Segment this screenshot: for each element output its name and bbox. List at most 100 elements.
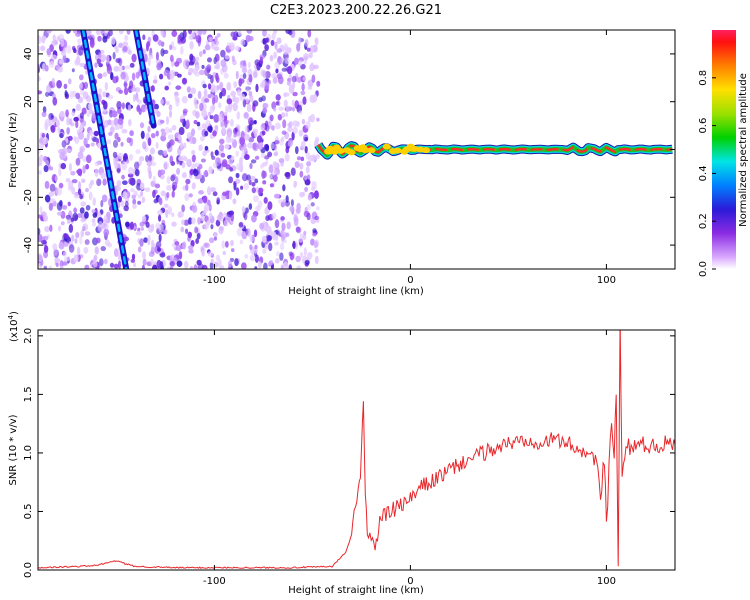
noise-speckle <box>167 81 172 86</box>
noise-speckle <box>171 181 178 191</box>
noise-speckle <box>311 74 316 83</box>
noise-speckle <box>106 138 112 145</box>
noise-speckle <box>195 111 200 119</box>
noise-speckle <box>57 126 61 134</box>
noise-speckle <box>314 249 319 254</box>
spectrogram-ytick-label: -20 <box>23 189 34 205</box>
noise-speckle <box>240 130 245 139</box>
noise-speckle <box>222 250 226 256</box>
noise-speckle <box>221 63 228 73</box>
noise-speckle <box>38 35 42 44</box>
noise-speckle <box>285 232 290 238</box>
noise-speckle <box>314 255 319 265</box>
noise-speckle <box>275 122 281 130</box>
noise-speckle <box>268 242 273 252</box>
noise-speckle <box>189 53 194 62</box>
noise-speckle <box>176 73 182 78</box>
carrier-blob <box>406 143 415 150</box>
noise-speckle <box>150 85 155 92</box>
noise-speckle <box>158 223 164 233</box>
noise-speckle <box>216 197 221 203</box>
noise-speckle <box>156 111 161 118</box>
noise-speckle <box>197 190 204 195</box>
noise-speckle <box>273 174 278 183</box>
noise-speckle <box>70 170 76 176</box>
noise-speckle <box>148 154 152 163</box>
noise-speckle <box>112 51 116 60</box>
noise-speckle <box>257 187 262 197</box>
noise-speckle <box>122 41 129 47</box>
noise-speckle <box>48 191 55 197</box>
noise-speckle <box>79 112 84 119</box>
noise-speckle <box>100 245 107 252</box>
noise-speckle <box>262 107 268 114</box>
noise-speckle <box>63 83 68 90</box>
noise-speckle <box>249 244 253 250</box>
noise-speckle <box>235 187 240 196</box>
noise-speckle <box>223 72 229 79</box>
noise-speckle <box>147 57 151 67</box>
noise-speckle <box>197 216 201 225</box>
noise-speckle <box>122 45 128 53</box>
noise-speckle <box>265 124 270 132</box>
noise-speckle <box>168 104 173 111</box>
noise-speckle <box>208 237 215 244</box>
noise-speckle <box>224 119 228 128</box>
noise-speckle <box>112 76 118 84</box>
noise-speckle <box>90 142 95 147</box>
noise-speckle <box>181 96 188 104</box>
noise-speckle <box>210 224 214 230</box>
noise-speckle <box>71 186 76 195</box>
noise-speckle <box>50 198 56 203</box>
noise-speckle <box>198 163 203 170</box>
noise-speckle <box>303 247 307 257</box>
noise-speckle <box>105 224 109 230</box>
noise-speckle <box>284 172 291 178</box>
noise-speckle <box>80 218 85 223</box>
noise-speckle <box>107 242 113 248</box>
noise-speckle <box>134 161 140 170</box>
noise-speckle <box>268 164 274 174</box>
noise-speckle <box>131 194 137 200</box>
noise-speckle <box>102 178 107 186</box>
noise-speckle <box>241 173 248 182</box>
noise-speckle <box>43 235 49 241</box>
noise-speckle <box>254 266 258 269</box>
snr-xlabel: Height of straight line (km) <box>288 585 424 596</box>
noise-speckle <box>287 139 294 147</box>
noise-speckle <box>204 44 211 51</box>
noise-speckle <box>180 226 185 233</box>
noise-speckle <box>279 242 285 251</box>
noise-speckle <box>80 201 87 207</box>
carrier-blob <box>382 143 391 150</box>
noise-speckle <box>66 116 70 126</box>
noise-speckle <box>215 72 219 82</box>
noise-speckle <box>177 147 182 156</box>
noise-speckle <box>59 151 65 161</box>
noise-speckle <box>72 47 77 54</box>
noise-speckle <box>174 241 180 246</box>
noise-speckle <box>50 125 56 133</box>
noise-speckle <box>300 156 305 162</box>
spectrogram-ytick-label: 0 <box>23 146 34 152</box>
noise-speckle <box>191 163 198 169</box>
noise-speckle <box>147 137 152 147</box>
noise-speckle <box>252 142 259 152</box>
noise-speckle <box>278 106 285 111</box>
noise-speckle <box>159 169 166 176</box>
noise-speckle <box>38 233 43 243</box>
noise-speckle <box>169 44 173 51</box>
noise-speckle <box>160 98 164 105</box>
spectrogram-ylabel: Frequency (Hz) <box>8 112 19 188</box>
noise-speckle <box>140 104 146 113</box>
noise-speckle <box>309 45 314 54</box>
noise-speckle <box>124 200 129 208</box>
noise-speckle <box>190 87 197 95</box>
noise-speckle <box>233 133 237 138</box>
noise-speckle <box>191 217 196 225</box>
noise-speckle <box>163 162 168 170</box>
noise-speckle <box>118 89 123 94</box>
noise-speckle <box>103 120 107 127</box>
noise-speckle <box>224 144 230 150</box>
noise-speckle <box>120 71 126 80</box>
